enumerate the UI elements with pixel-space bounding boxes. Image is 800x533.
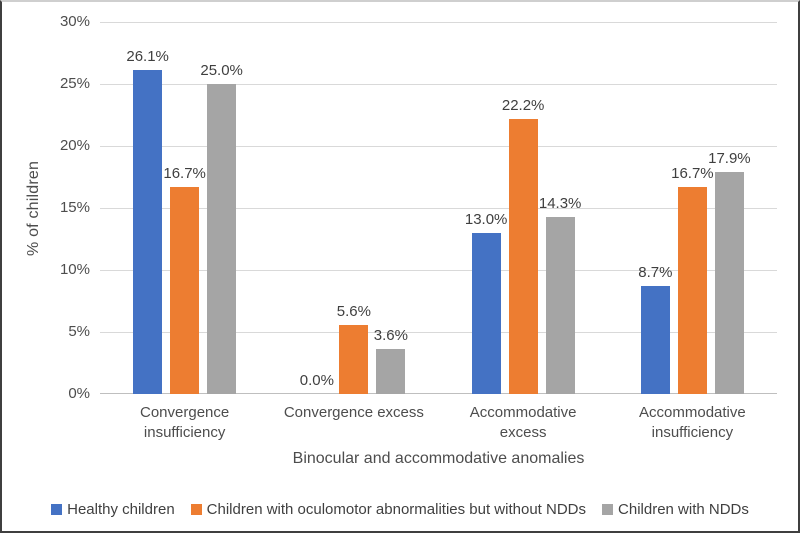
gridline xyxy=(100,270,777,271)
legend-swatch xyxy=(602,504,614,515)
legend-label: Children with oculomotor abnormalities b… xyxy=(206,501,587,518)
y-tick-label: 15% xyxy=(59,199,90,216)
bar-slot: 8.7% xyxy=(638,22,673,394)
data-label: 22.2% xyxy=(501,96,545,114)
bar xyxy=(640,286,670,394)
bar xyxy=(376,349,406,394)
x-axis-line xyxy=(100,393,777,394)
bar-slot: 26.1% xyxy=(126,22,169,394)
data-label: 25.0% xyxy=(200,62,243,79)
category-label: Accommodative insufficiency xyxy=(639,404,746,441)
data-label: 8.7% xyxy=(638,264,673,282)
x-category-labels: Convergence insufficiency Convergence exc… xyxy=(100,403,777,443)
legend-swatch xyxy=(190,504,202,515)
legend: Healthy children Children with oculomotor… xyxy=(2,501,798,518)
legend-item: Children with NDDs xyxy=(602,501,749,518)
category-label: Accommodative excess xyxy=(469,404,577,441)
data-label: 14.3% xyxy=(538,194,582,212)
plot-area: 26.1% 16.7% 25.0% 0.0% 5.6% 3.6% 13.0% 22.2% 14.… xyxy=(100,22,777,394)
bar xyxy=(170,186,200,394)
bar-slot: 5.6% xyxy=(336,22,371,394)
data-label: 16.7% xyxy=(163,164,206,182)
bar xyxy=(207,84,237,394)
bar xyxy=(545,216,575,394)
bar-groups: 26.1% 16.7% 25.0% 0.0% 5.6% 3.6% 13.0% 22.2% 14.… xyxy=(100,22,777,394)
y-tick-label: 30% xyxy=(59,13,90,30)
legend-label: Children with NDDs xyxy=(618,501,749,518)
x-axis-title: Binocular and accommodative anomalies xyxy=(292,450,585,467)
y-tick-label: 25% xyxy=(59,75,90,92)
bar-slot: 17.9% xyxy=(708,22,751,394)
bar-slot: 13.0% xyxy=(465,22,507,394)
bar-group: 26.1% 16.7% 25.0% xyxy=(100,22,269,394)
bar-group: 13.0% 22.2% 14.3% xyxy=(439,22,608,394)
bar-slot: 3.6% xyxy=(373,22,408,394)
y-tick-label: 10% xyxy=(59,261,90,278)
bar xyxy=(677,186,707,394)
bar-slot: 25.0% xyxy=(200,22,243,394)
gridline xyxy=(100,146,777,147)
data-label: 5.6% xyxy=(336,302,371,320)
legend-item: Healthy children xyxy=(51,501,175,518)
data-label: 16.7% xyxy=(671,164,714,182)
gridline xyxy=(100,84,777,85)
gridline xyxy=(100,22,777,23)
bar-slot: 16.7% xyxy=(163,22,206,394)
data-label: 17.9% xyxy=(708,150,751,168)
bar-slot: 0.0% xyxy=(299,22,334,394)
legend-swatch xyxy=(51,504,63,515)
gridline xyxy=(100,208,777,209)
legend-item: Children with oculomotor abnormalities b… xyxy=(190,501,587,518)
bar-group: 8.7% 16.7% 17.9% xyxy=(608,22,777,394)
data-label: 13.0% xyxy=(464,210,508,228)
bar xyxy=(133,70,163,394)
legend-label: Healthy children xyxy=(67,501,175,518)
bar xyxy=(714,172,744,394)
bar xyxy=(339,324,369,394)
data-label: 3.6% xyxy=(373,327,408,345)
data-label: 0.0% xyxy=(299,372,334,389)
y-tick-label: 0% xyxy=(68,385,90,402)
gridline xyxy=(100,332,777,333)
y-tick-label: 20% xyxy=(59,137,90,154)
category-label: Convergence insufficiency xyxy=(140,404,230,441)
data-label: 26.1% xyxy=(126,48,169,66)
bar xyxy=(508,118,538,394)
category-label: Convergence excess xyxy=(283,404,424,421)
y-tick-label: 5% xyxy=(68,323,90,340)
bar xyxy=(471,232,501,394)
bar-slot: 14.3% xyxy=(539,22,581,394)
bar-group: 0.0% 5.6% 3.6% xyxy=(269,22,438,394)
bar-slot: 22.2% xyxy=(502,22,544,394)
bar-slot: 16.7% xyxy=(671,22,714,394)
